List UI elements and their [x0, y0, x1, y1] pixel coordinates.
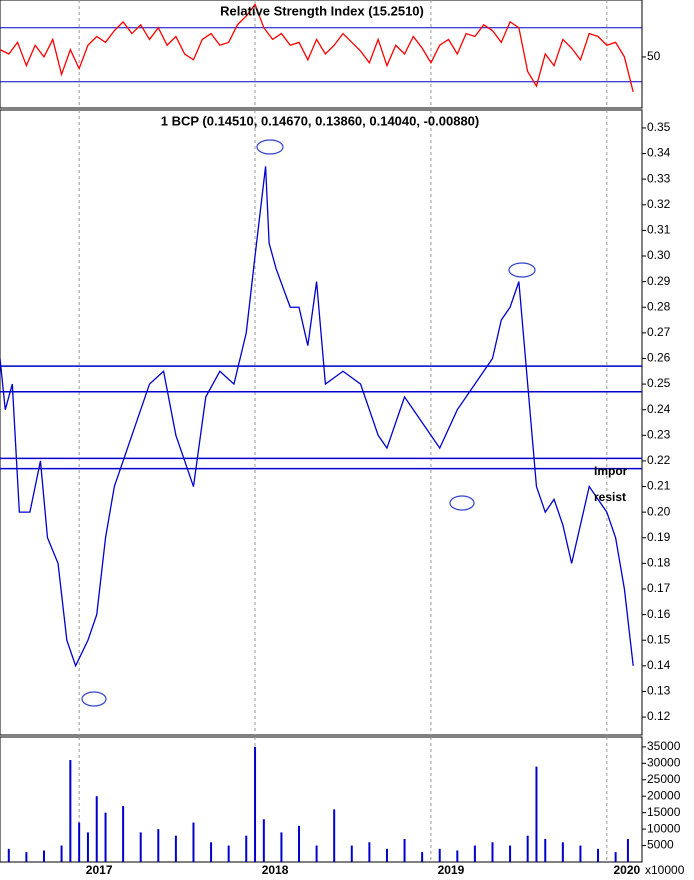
volume-bar — [614, 852, 617, 862]
y-tick-label: 10000 — [647, 821, 681, 835]
volume-bar — [579, 845, 582, 862]
y-tick-label: 0.18 — [647, 556, 671, 570]
y-tick-label: 0.22 — [647, 453, 671, 467]
volume-bar — [139, 832, 142, 862]
volume-bar — [86, 832, 89, 862]
volume-bar — [95, 796, 98, 862]
volume-bar — [227, 845, 230, 862]
volume-bar — [544, 838, 547, 862]
volume-bar — [385, 848, 388, 862]
y-tick-label: 0.33 — [647, 171, 671, 185]
y-tick-label: 0.26 — [647, 351, 671, 365]
series-line — [0, 3, 634, 93]
volume-bar — [350, 845, 353, 862]
volume-bar — [69, 760, 72, 862]
y-tick-label: 0.32 — [647, 197, 671, 211]
volume-bar — [368, 842, 371, 862]
volume-bar — [403, 838, 406, 862]
volume-bar — [192, 822, 195, 862]
volume-bar — [421, 852, 424, 862]
y-tick-label: 15000 — [647, 805, 681, 819]
y-tick-label: 0.34 — [647, 146, 671, 160]
y-tick-label: 0.17 — [647, 581, 671, 595]
volume-bar — [561, 842, 564, 862]
volume-bar — [333, 809, 336, 862]
volume-bar — [60, 845, 63, 862]
panel-frame — [0, 736, 643, 863]
chart-title: 1 BCP (0.14510, 0.14670, 0.13860, 0.1404… — [161, 113, 480, 128]
y-tick-label: 0.27 — [647, 325, 671, 339]
volume-bar — [315, 845, 318, 862]
y-tick-label: 0.21 — [647, 479, 671, 493]
y-tick-label: 0.19 — [647, 530, 671, 544]
volume-bar — [25, 852, 28, 862]
y-tick-label: 0.23 — [647, 427, 671, 441]
chart-title: Relative Strength Index (15.2510) — [220, 3, 424, 18]
volume-bar — [298, 825, 301, 862]
y-tick-label: 0.29 — [647, 274, 671, 288]
volume-bar — [473, 845, 476, 862]
series-line — [0, 166, 634, 668]
icons — [81, 139, 536, 707]
y-tick-label: 0.35 — [647, 120, 671, 134]
x-tick-label: 2018 — [262, 863, 289, 877]
x-tick-label: 2017 — [86, 863, 113, 877]
volume-bar — [491, 842, 494, 862]
x-tick-label: 2019 — [438, 863, 465, 877]
volume-bar — [626, 838, 629, 862]
y-tick-label: 0.30 — [647, 248, 671, 262]
volume-bar — [42, 850, 45, 862]
y-tick-label: 0.13 — [647, 684, 671, 698]
y-tick-label: 5000 — [647, 838, 674, 852]
volume-bar — [280, 832, 283, 862]
y-tick-label: 20000 — [647, 788, 681, 802]
volume-bar — [245, 835, 248, 862]
volume-bar — [174, 835, 177, 862]
volume-bar — [597, 848, 600, 862]
y-tick-label: 0.16 — [647, 607, 671, 621]
y-tick-label: 0.24 — [647, 402, 671, 416]
y-tick-label: 0.15 — [647, 632, 671, 646]
y-tick-label: 0.25 — [647, 376, 671, 390]
volume-bar — [104, 812, 107, 862]
y-tick-label: 50 — [647, 49, 661, 63]
y-tick-label: 0.12 — [647, 709, 671, 723]
volume-bar — [78, 822, 81, 862]
y-tick-label: 35000 — [647, 739, 681, 753]
y-tick-label: 30000 — [647, 755, 681, 769]
volume-bar — [122, 806, 125, 862]
panel-frame — [0, 109, 643, 736]
volume-bar — [509, 845, 512, 862]
y-unit: x10000 — [645, 863, 685, 877]
volume-bar — [157, 829, 160, 862]
volume-bar — [210, 842, 213, 862]
y-tick-label: 0.14 — [647, 658, 671, 672]
volume-bar — [262, 819, 265, 862]
volume-bar — [456, 850, 459, 862]
y-tick-label: 0.31 — [647, 223, 671, 237]
volume-bar — [535, 766, 538, 862]
y-tick-label: 25000 — [647, 772, 681, 786]
volume-bar — [438, 848, 441, 862]
volume-bar — [254, 746, 257, 862]
x-tick-label: 2020 — [613, 863, 640, 877]
y-tick-label: 0.20 — [647, 504, 671, 518]
y-tick-label: 0.28 — [647, 299, 671, 313]
volume-bar — [7, 848, 10, 862]
annotation: Impor — [594, 464, 628, 478]
annotation: resist — [594, 490, 626, 504]
panel-frame — [0, 0, 643, 109]
volume-bar — [526, 835, 529, 862]
